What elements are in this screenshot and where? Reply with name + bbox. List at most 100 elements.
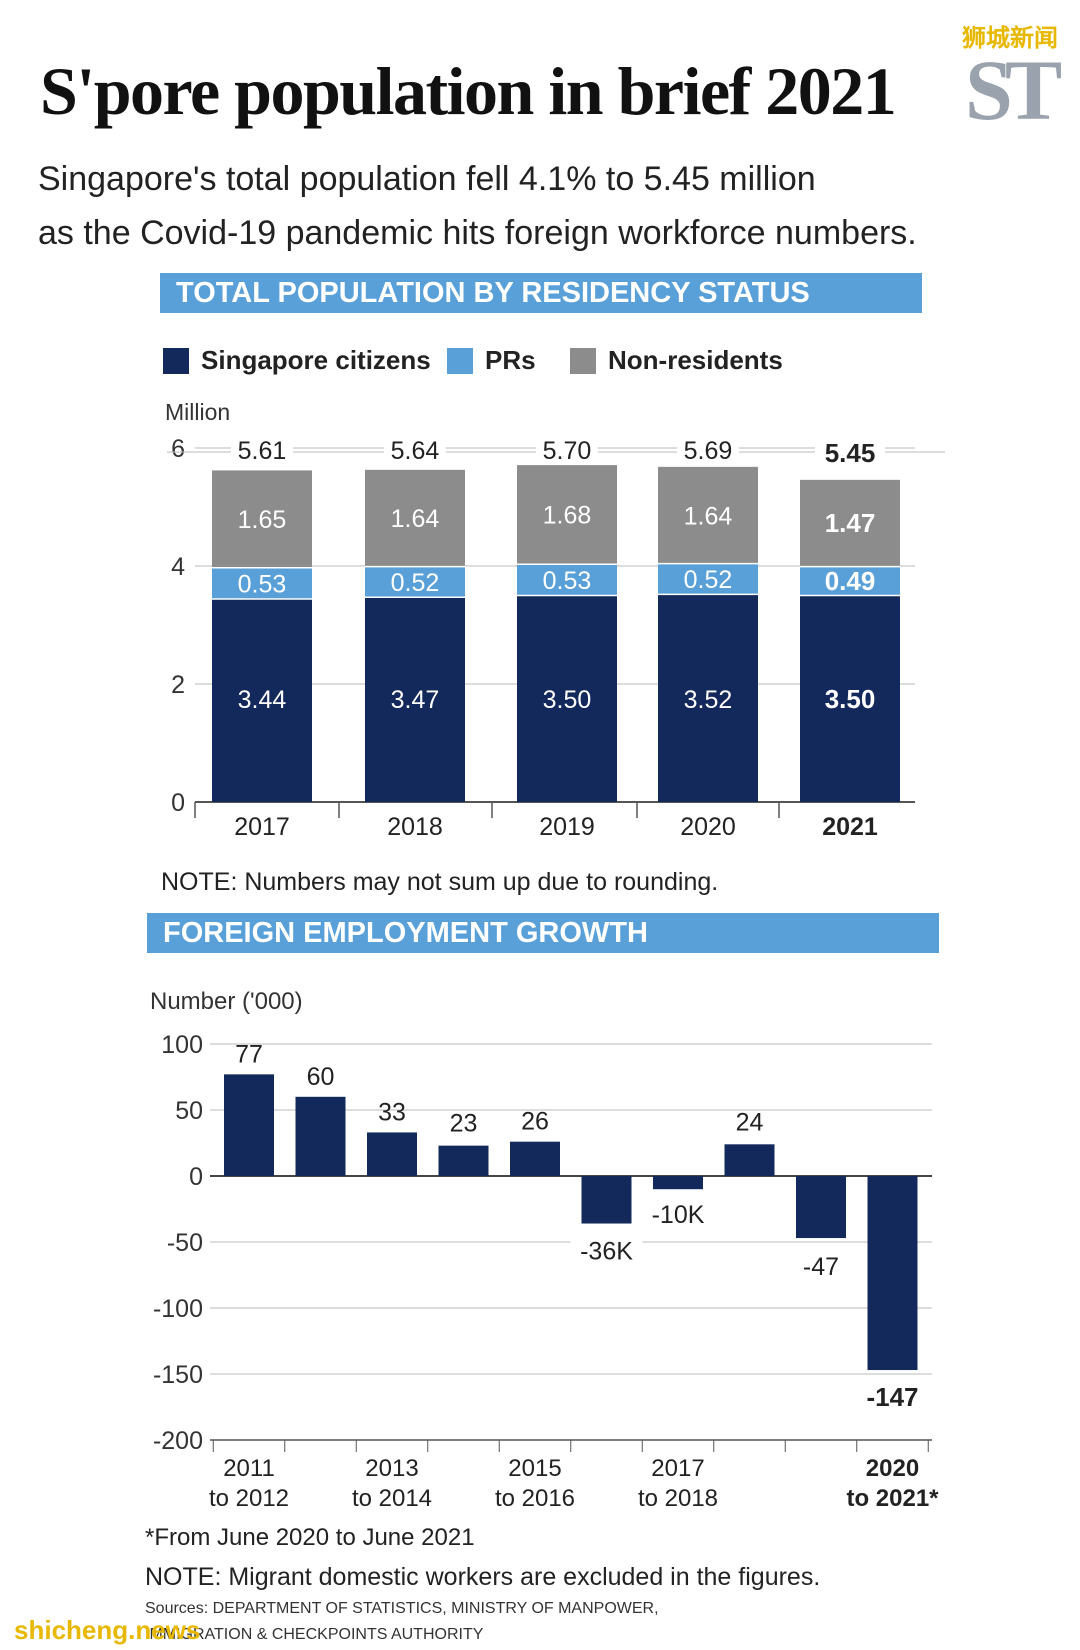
population-chart: Million 0 2 4 6 3.44 0.53 1.65 5.61 2017 3.47 0.52 1… (165, 399, 945, 841)
value-label: -47 (803, 1253, 839, 1281)
total-label-bg (231, 432, 293, 464)
x-tick-label-line2: to 2012 (209, 1485, 289, 1512)
x-tick-label: 2019 (539, 813, 595, 841)
bar-segment-prs (800, 566, 900, 596)
value-label: -36K (580, 1238, 633, 1266)
legend-non-residents: Non-residents (570, 345, 783, 376)
y-axis-label: Number ('000) (150, 988, 303, 1015)
y-tick-label: -200 (153, 1427, 203, 1455)
legend-label-citizens: Singapore citizens (201, 345, 431, 375)
y-tick-label: -150 (153, 1361, 203, 1389)
x-tick-label-line2: to 2014 (352, 1485, 432, 1512)
bar-segment-non-residents (800, 479, 900, 567)
value-label-prs: 0.53 (238, 570, 287, 598)
bar-segment-non-residents (517, 465, 617, 565)
y-tick-label: 4 (171, 553, 185, 581)
y-tick-label: 50 (175, 1097, 203, 1125)
value-label-bg (856, 1382, 929, 1415)
value-label: 60 (307, 1063, 335, 1091)
subtitle-line-1: Singapore's total population fell 4.1% t… (38, 160, 816, 198)
x-tick-label-line1: 2020 (866, 1455, 919, 1482)
value-label: 24 (736, 1108, 764, 1136)
page-title: S'pore population in brief 2021 (40, 53, 897, 129)
watermark-top: 狮城新闻 (962, 24, 1058, 52)
legend-label-prs: PRs (485, 345, 536, 375)
employment-bar (867, 1176, 918, 1371)
y-tick-label: 2 (171, 671, 185, 699)
x-tick-label-line1: 2013 (365, 1455, 418, 1482)
section-heading-employment: FOREIGN EMPLOYMENT GROWTH (147, 913, 939, 953)
st-logo: ST (965, 42, 1062, 138)
x-tick-label-line1: 2015 (508, 1455, 561, 1482)
bar-segment-citizens (212, 599, 312, 802)
value-label-non-residents: 1.65 (238, 506, 287, 534)
x-tick-label-line1: 2017 (651, 1455, 704, 1482)
employment-chart: Number ('000) 100 50 0 -50 -100 -150 -200 77 60 33… (150, 988, 939, 1512)
total-label: 5.64 (391, 437, 440, 465)
total-label: 5.61 (238, 437, 287, 465)
value-label-citizens: 3.52 (684, 686, 733, 714)
bar-segment-citizens (658, 594, 758, 802)
value-label-citizens: 3.44 (238, 686, 287, 714)
legend-prs: PRs (447, 345, 536, 376)
x-tick-label: 2018 (387, 813, 443, 841)
total-label-bg (677, 432, 739, 464)
value-label-prs: 0.52 (391, 569, 440, 597)
employment-bar (653, 1176, 703, 1190)
y-tick-label: 0 (189, 1163, 203, 1191)
footnote: *From June 2020 to June 2021 (145, 1524, 475, 1551)
bar-segment-non-residents (658, 466, 758, 564)
value-label: -10K (652, 1201, 705, 1229)
value-label-citizens: 3.50 (825, 684, 876, 714)
bar-segment-prs (365, 566, 465, 598)
y-tick-label: 100 (161, 1031, 203, 1059)
x-tick-label: 2021 (822, 813, 878, 841)
x-tick-label: 2020 (680, 813, 736, 841)
employment-bar (724, 1144, 775, 1176)
total-label: 5.45 (825, 438, 876, 468)
x-tick-label-line2: to 2016 (495, 1485, 575, 1512)
x-tick-label-line1: 2011 (223, 1455, 275, 1482)
total-label-bg (536, 432, 598, 464)
sources-line-2: IMMIGRATION & CHECKPOINTS AUTHORITY (145, 1626, 484, 1643)
employment-bar (224, 1074, 274, 1176)
x-tick-label: 2017 (234, 813, 290, 841)
x-tick-label-line2: to 2018 (638, 1485, 718, 1512)
value-label-citizens: 3.47 (391, 686, 440, 714)
subtitle-line-2: as the Covid-19 pandemic hits foreign wo… (38, 214, 917, 252)
value-label-non-residents: 1.47 (825, 508, 876, 538)
total-label: 5.70 (543, 437, 592, 465)
y-tick-label: 0 (171, 789, 185, 817)
value-label-citizens: 3.50 (543, 686, 592, 714)
value-label-prs: 0.52 (684, 566, 733, 594)
total-label-bg (384, 432, 446, 464)
subtitle: Singapore's total population fell 4.1% t… (38, 152, 1038, 260)
bar-segment-non-residents (365, 469, 465, 567)
watermark-bottom: shicheng.news (14, 1615, 201, 1645)
migrant-note: NOTE: Migrant domestic workers are exclu… (145, 1563, 821, 1591)
bar-segment-prs (658, 563, 758, 595)
value-label-bg (642, 1199, 714, 1232)
value-label-prs: 0.53 (543, 567, 592, 595)
y-tick-label: -50 (167, 1229, 203, 1257)
rounding-note: NOTE: Numbers may not sum up due to roun… (161, 868, 719, 896)
employment-bar (510, 1141, 560, 1176)
value-label: -147 (866, 1382, 918, 1412)
value-label-bg (570, 1235, 643, 1268)
y-axis-label: Million (165, 399, 230, 425)
bar-segment-citizens (365, 597, 465, 802)
y-tick-label: 6 (171, 435, 185, 463)
value-label: 77 (235, 1040, 263, 1068)
employment-bar (438, 1145, 489, 1176)
value-label: 33 (378, 1098, 406, 1126)
legend-swatch-prs (447, 347, 473, 374)
value-label: 26 (521, 1108, 549, 1136)
total-label: 5.69 (684, 437, 733, 465)
legend-label-non-residents: Non-residents (608, 345, 783, 375)
value-label-bg (792, 1251, 850, 1284)
value-label-non-residents: 1.64 (391, 505, 440, 533)
employment-bar (796, 1176, 846, 1239)
bar-segment-citizens (800, 595, 900, 802)
value-label-prs: 0.49 (825, 566, 876, 596)
bar-segment-prs (212, 567, 312, 600)
